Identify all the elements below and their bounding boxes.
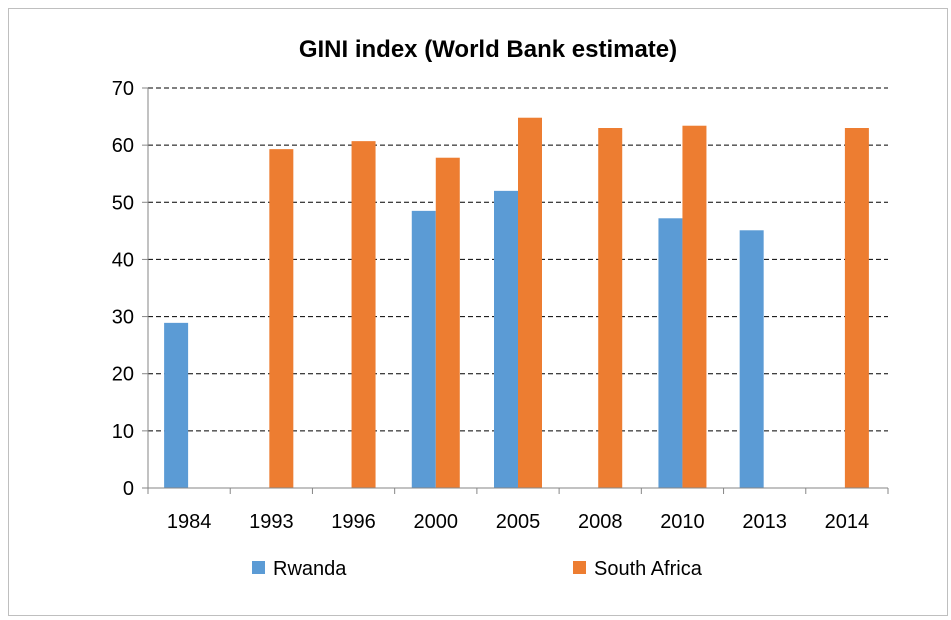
x-tick-label: 2010 (660, 511, 705, 533)
bar-south-africa-2005 (518, 117, 542, 488)
y-tick-label: 0 (123, 478, 134, 500)
y-tick-label: 30 (112, 307, 134, 329)
x-tick-label: 2000 (414, 511, 459, 533)
y-tick-label: 10 (112, 421, 134, 443)
legend-label-rwanda: Rwanda (273, 558, 347, 580)
y-tick-label: 70 (112, 78, 134, 100)
bar-south-africa-1996 (351, 141, 376, 488)
bar-rwanda-2010 (658, 218, 683, 489)
bar-south-africa-2008 (598, 128, 623, 488)
bar-south-africa-2000 (435, 157, 460, 488)
x-tick-label: 1996 (331, 511, 376, 533)
x-tick-label: 1984 (167, 511, 212, 533)
x-tick-label: 1993 (249, 511, 294, 533)
y-tick-label: 40 (112, 249, 134, 271)
x-tick-label: 2014 (825, 511, 870, 533)
bar-rwanda-2000 (411, 210, 436, 488)
y-tick-label: 50 (112, 192, 134, 214)
x-tick-labels: 1984 1993 1996 2000 2005 2008 2010 2013 2014 (167, 511, 869, 533)
x-tick-label: 2008 (578, 511, 623, 533)
axes (142, 87, 889, 494)
legend-label-south-africa: South Africa (594, 558, 703, 580)
bar-south-africa-2014 (844, 128, 869, 488)
y-tick-label: 60 (112, 135, 134, 157)
bar-rwanda-2013 (739, 230, 764, 489)
bars-group (164, 117, 869, 489)
bar-south-africa-2010 (682, 125, 707, 488)
chart-title: GINI index (World Bank estimate) (299, 36, 677, 63)
x-tick-label: 2005 (496, 511, 541, 533)
legend: Rwanda South Africa (252, 558, 703, 580)
y-tick-label: 20 (112, 364, 134, 386)
legend-swatch-south-africa (573, 561, 586, 574)
legend-swatch-rwanda (252, 561, 265, 574)
bar-rwanda-2005 (494, 190, 518, 488)
y-tick-labels: 0 10 20 30 40 50 60 70 (112, 78, 134, 500)
bar-south-africa-1993 (269, 149, 294, 488)
bar-rwanda-1984 (164, 322, 189, 488)
chart-frame (8, 8, 948, 616)
x-tick-label: 2013 (742, 511, 787, 533)
